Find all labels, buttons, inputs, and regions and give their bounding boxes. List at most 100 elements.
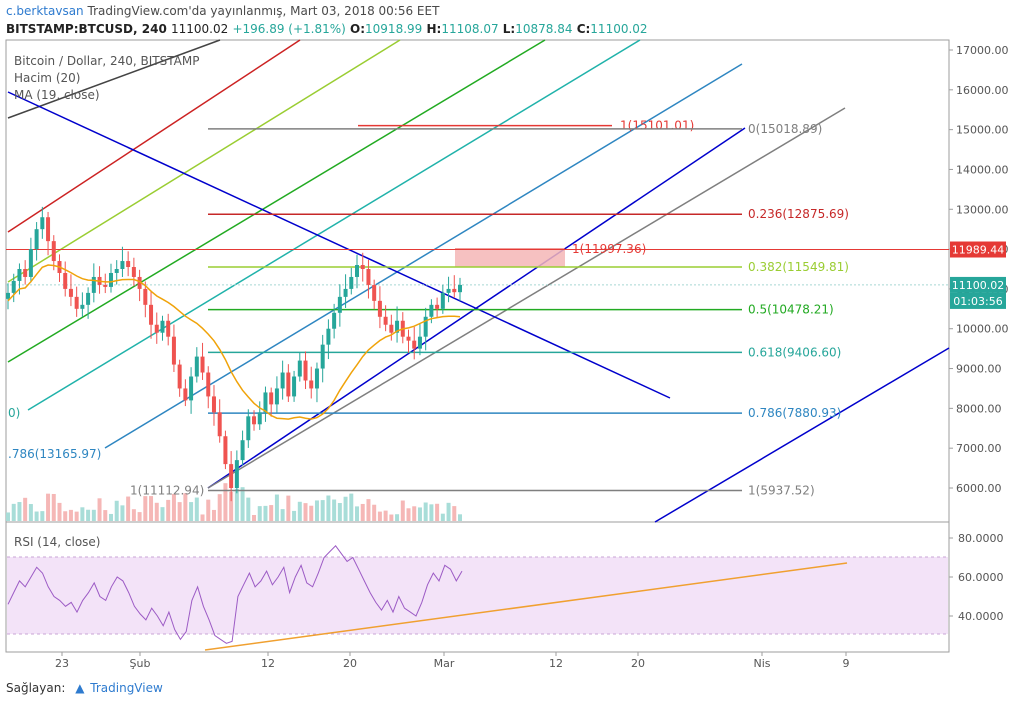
- candle-body: [314, 368, 319, 389]
- volume-bar: [114, 500, 119, 521]
- volume-bar: [274, 494, 279, 521]
- candle-body: [126, 261, 131, 268]
- ohlc-header: BITSTAMP:BTCUSD, 240 11100.02 +196.89 (+…: [6, 22, 648, 36]
- price-tick-label: 14000.00: [956, 163, 1009, 176]
- rsi-legend: RSI (14, close): [14, 535, 100, 549]
- candle-body: [46, 217, 51, 242]
- volume-bar: [252, 514, 257, 521]
- price-tick-label: 10000.00: [956, 323, 1009, 336]
- close-label: C:: [576, 22, 591, 36]
- volume-bar: [406, 508, 411, 521]
- low-label: L:: [502, 22, 516, 36]
- price-tick-label: 6000.00: [956, 482, 1002, 495]
- resistance-zone: [455, 249, 565, 268]
- volume-bar: [440, 513, 445, 521]
- candle-body: [458, 284, 462, 293]
- axis-price-text: 11100.02: [952, 279, 1005, 292]
- candle-body: [154, 324, 159, 333]
- volume-bar: [234, 488, 239, 521]
- fib-level-label: 0.236(12875.69): [748, 207, 849, 221]
- candle-body: [6, 292, 10, 299]
- volume-bar: [332, 499, 337, 521]
- fib-level-label: 0.382(11549.81): [748, 260, 849, 274]
- volume-bar: [395, 514, 400, 521]
- candle-body: [51, 241, 56, 262]
- volume-bar: [149, 496, 154, 521]
- symbol-label: BITSTAMP:BTCUSD, 240: [6, 22, 167, 36]
- drawing-channels: [6, 39, 950, 523]
- volume-bar: [417, 507, 422, 521]
- volume-bar: [40, 511, 45, 521]
- price-labels: 11989.44 11100.02 01:03:56: [950, 241, 1006, 309]
- price-tick-label: 13000.00: [956, 203, 1009, 216]
- published-text: TradingView.com'da yayınlanmış, Mart 03,…: [87, 4, 440, 18]
- candle-body: [23, 269, 28, 277]
- volume-bar: [86, 509, 91, 521]
- gray-channel-top: [7, 39, 221, 119]
- volume-bar: [366, 499, 371, 521]
- candle-body: [395, 320, 400, 333]
- volume-bar: [11, 503, 16, 521]
- fib-level-label: 1(11997.36): [572, 242, 646, 256]
- candle-body: [377, 300, 382, 317]
- volume-bar: [137, 512, 142, 521]
- last-price: 11100.02: [170, 22, 229, 36]
- volume-bar: [349, 493, 354, 521]
- candle-body: [423, 316, 428, 337]
- rsi-tick-label: 40.0000: [958, 610, 1004, 623]
- fib-level-label: 0.786(7880.93): [748, 406, 841, 420]
- axis-price-badge: [950, 292, 1006, 309]
- candle-body: [303, 360, 308, 381]
- fib-level-label: 0.5(10478.21): [748, 303, 834, 317]
- footer: Sağlayan: ▲ TradingView: [6, 681, 163, 695]
- candle-body: [234, 460, 239, 488]
- candle-body: [223, 436, 228, 465]
- blue-lower-line: [654, 347, 950, 523]
- axis-price-badge: [950, 241, 1006, 258]
- volume-bar: [309, 505, 314, 521]
- candle-body: [332, 312, 337, 329]
- candle-body: [452, 288, 457, 293]
- candle-body: [28, 249, 33, 277]
- volume-bar: [28, 504, 33, 521]
- candle-body: [183, 388, 188, 401]
- publish-header: c.berktavsan TradingView.com'da yayınlan…: [6, 4, 439, 18]
- candle-body: [263, 392, 268, 413]
- candle-body: [91, 276, 96, 293]
- price-tick-label: 15000.00: [956, 124, 1009, 137]
- main-pane-frame: [5, 39, 950, 523]
- axis-price-badge: [950, 276, 1006, 293]
- volume-bar: [246, 497, 251, 521]
- volume-bar: [160, 507, 165, 521]
- volume-bar: [74, 511, 79, 521]
- tradingview-brand[interactable]: TradingView: [90, 681, 163, 695]
- volume-bar: [131, 509, 136, 521]
- edge-fib-label: 0): [8, 406, 20, 420]
- close-value: 11100.02: [590, 22, 648, 36]
- author-link[interactable]: c.berktavsan: [6, 4, 84, 18]
- volume-bar: [303, 503, 308, 521]
- candle-body: [280, 372, 285, 389]
- tradingview-logo-icon[interactable]: ▲: [75, 681, 85, 695]
- candle-body: [131, 267, 136, 277]
- ma-line: [7, 264, 461, 420]
- volume-bar: [80, 507, 85, 521]
- volume-bar: [63, 511, 68, 521]
- volume-bar: [292, 510, 297, 521]
- high-value: 11108.07: [441, 22, 499, 36]
- volume-bar: [166, 499, 171, 521]
- price-tick-label: 16000.00: [956, 84, 1009, 97]
- volume-bar: [326, 495, 331, 521]
- volume-bar: [108, 513, 113, 521]
- volume-bar: [343, 496, 348, 521]
- volume-bar: [257, 506, 262, 521]
- candle-body: [429, 304, 434, 317]
- volume-bar: [286, 495, 291, 521]
- volume-bar: [435, 503, 440, 521]
- candle-body: [446, 288, 451, 293]
- candle-body: [229, 464, 234, 488]
- volume-bar: [360, 503, 365, 521]
- rsi-polyline: [7, 545, 463, 644]
- blue-parallel-line: [104, 63, 743, 449]
